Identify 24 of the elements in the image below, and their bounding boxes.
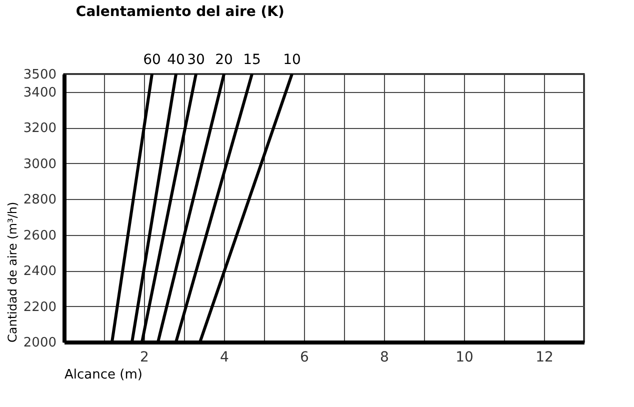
series-label: 10 [283,52,301,68]
y-tick-label: 2600 [23,228,56,244]
y-tick-label: 2400 [23,264,56,280]
chart-title: Calentamiento del aire (K) [76,4,284,20]
series-label: 15 [243,52,261,68]
x-tick-label: 2 [140,350,149,366]
y-tick-label: 3200 [23,121,56,136]
x-axis-title: Alcance (m) [64,368,142,382]
series-label: 40 [167,52,185,68]
series-label: 30 [187,52,205,68]
x-tick-label: 6 [300,350,310,366]
y-tick-label: 3000 [23,156,56,172]
y-tick-label: 3500 [23,68,56,82]
y-tick-label: 3400 [23,85,56,100]
y-axis-title: Cantidad de aire (m³/h) [5,202,20,342]
series-label: 20 [215,52,233,68]
x-tick-label: 4 [220,350,230,366]
y-tick-label: 2200 [23,300,56,315]
y-tick-label: 2800 [23,192,56,208]
series-label: 60 [143,52,161,68]
x-tick-label: 10 [456,350,474,366]
y-tick-label: 2000 [23,336,56,350]
x-tick-label: 8 [380,350,389,366]
x-tick-label: 12 [536,350,554,366]
